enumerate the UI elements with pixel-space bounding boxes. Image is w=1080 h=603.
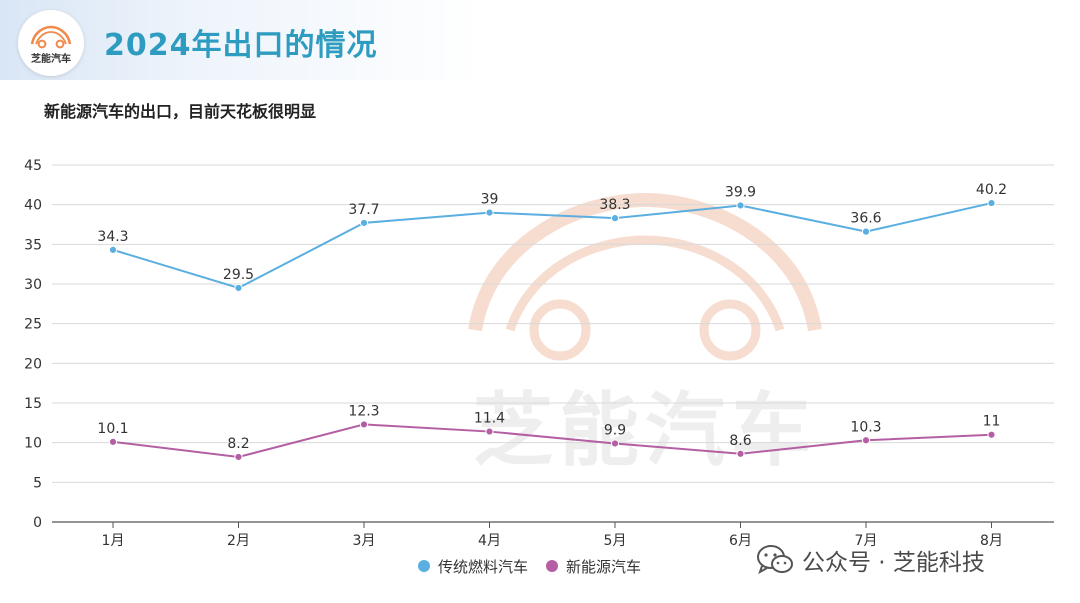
- x-tick-label: 6月: [729, 533, 752, 549]
- gridlines: [52, 164, 1054, 523]
- data-point[interactable]: [234, 283, 243, 293]
- x-tick-label: 8月: [980, 533, 1003, 549]
- data-point[interactable]: [359, 218, 369, 228]
- x-tick-label: 3月: [353, 533, 376, 549]
- x-tick-label: 5月: [604, 533, 627, 549]
- watermark-car-icon: [468, 192, 822, 361]
- data-label: 9.9: [604, 422, 626, 438]
- watermark-text: 芝能汽车: [473, 384, 817, 477]
- data-label: 10.1: [97, 421, 128, 437]
- data-label: 12.3: [348, 403, 379, 419]
- data-label: 40.2: [976, 182, 1007, 198]
- x-tick-label: 4月: [478, 533, 501, 549]
- series-nev: 10.1 8.2 12.3 11.4 9.9 8.6 10.3 11: [97, 403, 1001, 462]
- legend-marker-nev: [546, 560, 559, 572]
- data-point[interactable]: [610, 214, 620, 223]
- data-label: 8.6: [729, 433, 751, 449]
- data-label: 8.2: [227, 436, 249, 452]
- y-tick-label: 20: [24, 356, 42, 372]
- y-tick-label: 0: [33, 515, 42, 531]
- header-band: [0, 0, 1080, 80]
- data-label: 37.7: [348, 202, 379, 218]
- series-line: [112, 423, 992, 458]
- data-point[interactable]: [861, 436, 871, 445]
- y-tick-label: 5: [33, 475, 42, 491]
- data-point[interactable]: [108, 245, 118, 254]
- data-label: 10.3: [850, 419, 881, 435]
- data-point[interactable]: [861, 227, 871, 236]
- data-label: 38.3: [599, 197, 630, 213]
- legend-item-nev[interactable]: 新能源汽车: [546, 556, 641, 577]
- logo-text: 芝能汽车: [31, 54, 71, 65]
- y-tick-label: 15: [24, 396, 42, 412]
- y-tick-label: 25: [24, 317, 42, 333]
- data-point[interactable]: [108, 437, 118, 446]
- car-outline-icon: [30, 25, 72, 49]
- wechat-icon: [757, 545, 793, 575]
- data-point[interactable]: [987, 198, 996, 208]
- legend: 传统燃料汽车 新能源汽车: [418, 556, 659, 576]
- data-label: 39.9: [725, 184, 756, 200]
- y-tick-label: 10: [24, 436, 42, 452]
- data-point[interactable]: [736, 449, 745, 458]
- data-point[interactable]: [610, 439, 620, 448]
- axes: 0 5 10 15 20 25 30 35 40 45 1月 2月 3月 4月 5月 6月 7月 8月: [24, 158, 1003, 549]
- data-label: 29.5: [223, 267, 254, 283]
- legend-item-traditional[interactable]: 传统燃料汽车: [418, 556, 528, 577]
- data-point[interactable]: [485, 208, 494, 217]
- y-tick-label: 30: [24, 277, 42, 293]
- data-label: 39: [481, 192, 499, 208]
- data-label: 11: [983, 414, 1001, 430]
- source-credit: 公众号 · 芝能科技: [756, 540, 985, 580]
- data-point[interactable]: [736, 201, 745, 210]
- series-group: 34.3 29.5 37.7 39 38.3 39.9 36.6 40.2 10.1 8.2 12.…: [97, 182, 1007, 462]
- data-label: 11.4: [474, 411, 505, 427]
- y-tick-label: 35: [24, 237, 42, 253]
- data-point[interactable]: [359, 420, 369, 429]
- watermark: 芝能汽车: [468, 192, 822, 477]
- data-point[interactable]: [987, 430, 996, 439]
- x-tick-label: 2月: [227, 533, 250, 549]
- x-tick-label: 1月: [102, 533, 125, 549]
- x-tick-label: 7月: [855, 533, 878, 549]
- brand-logo: 芝能汽车: [18, 10, 84, 76]
- series-line: [112, 202, 992, 290]
- data-point[interactable]: [234, 452, 243, 462]
- legend-marker-traditional: [418, 560, 430, 572]
- data-label: 34.3: [97, 229, 128, 245]
- chart-title: 新能源汽车的出口，目前天花板很明显: [44, 102, 317, 121]
- legend-label-nev: 新能源汽车: [566, 557, 642, 576]
- credit-text: 公众号 · 芝能科技: [802, 550, 985, 576]
- y-tick-label: 45: [24, 158, 42, 174]
- data-label: 36.6: [850, 211, 881, 227]
- data-point[interactable]: [485, 427, 494, 436]
- series-traditional: 34.3 29.5 37.7 39 38.3 39.9 36.6 40.2: [97, 182, 1007, 293]
- y-tick-label: 40: [24, 198, 42, 214]
- page-title: 2024年出口的情况: [104, 28, 378, 63]
- legend-label-traditional: 传统燃料汽车: [438, 557, 529, 576]
